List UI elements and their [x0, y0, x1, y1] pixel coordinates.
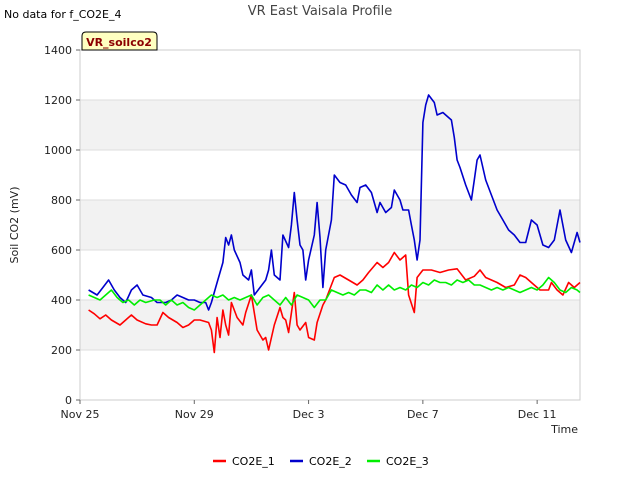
- plot-area: [79, 49, 581, 401]
- plot-band: [80, 100, 580, 150]
- legend-item-co2e-3[interactable]: CO2E_3: [367, 455, 429, 468]
- x-tick-label: Dec 11: [518, 408, 557, 421]
- badge-shape: [81, 31, 158, 51]
- legend-item-co2e-2[interactable]: CO2E_2: [290, 455, 352, 468]
- x-tick-label: Dec 3: [293, 408, 325, 421]
- legend-item-co2e-1[interactable]: CO2E_1: [213, 455, 275, 468]
- badge-label: VR_soilco2: [86, 36, 152, 49]
- y-tick-label: 1400: [44, 44, 72, 57]
- y-tick-label: 1000: [44, 144, 72, 157]
- x-axis-title: Time: [550, 423, 578, 436]
- x-tick-label: Nov 29: [175, 408, 214, 421]
- legend-label: CO2E_1: [232, 455, 275, 468]
- y-tick-label: 0: [65, 394, 72, 407]
- series-lines: [88, 94, 581, 354]
- no-data-notice: No data for f_CO2E_4: [4, 8, 122, 21]
- station-badge: VR_soilco2: [81, 31, 158, 51]
- series-line-co2e-3: [88, 276, 581, 311]
- x-tick-label: Nov 25: [61, 408, 100, 421]
- legend-label: CO2E_3: [386, 455, 429, 468]
- legend[interactable]: CO2E_1 CO2E_2 CO2E_3: [213, 455, 429, 468]
- series-line-co2e-1: [88, 251, 581, 354]
- y-tick-label: 600: [51, 244, 72, 257]
- series-line-co2e-2: [88, 94, 581, 311]
- x-tick-label: Dec 7: [407, 408, 439, 421]
- y-axis: 0 200 400 600 800 1000 1200 1400: [44, 44, 80, 407]
- chart-title: VR East Vaisala Profile: [248, 4, 393, 19]
- y-tick-label: 800: [51, 194, 72, 207]
- y-axis-title: Soil CO2 (mV): [8, 187, 21, 264]
- y-tick-label: 1200: [44, 94, 72, 107]
- x-axis: Nov 25 Nov 29 Dec 3 Dec 7 Dec 11: [61, 400, 557, 421]
- y-tick-label: 400: [51, 294, 72, 307]
- y-tick-label: 200: [51, 344, 72, 357]
- plot-band: [80, 300, 580, 350]
- legend-label: CO2E_2: [309, 455, 352, 468]
